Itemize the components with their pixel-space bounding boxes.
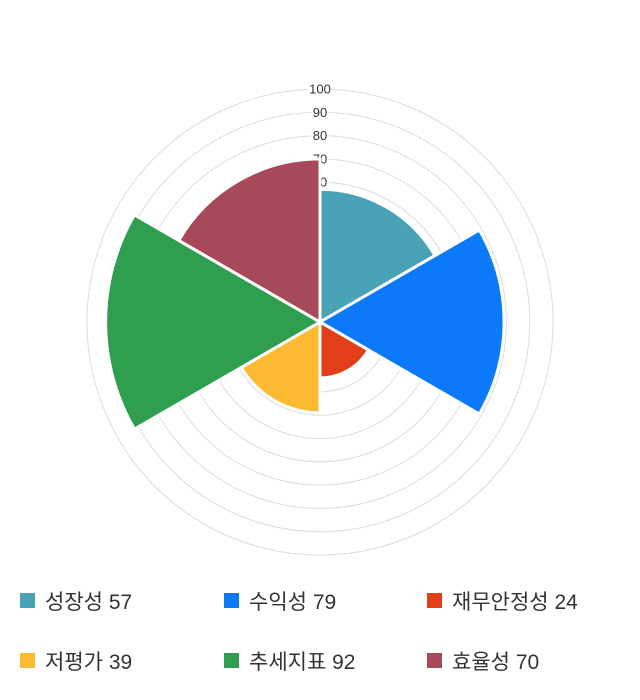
chart-legend: 성장성 57 수익성 79 재무안정성 24 저평가 39 추세지표 92 (0, 572, 640, 692)
sector-성장성[interactable] (318, 187, 437, 324)
legend-label-efficiency: 효율성 70 (452, 650, 540, 674)
legend-row-1: 성장성 57 수익성 79 재무안정성 24 (0, 572, 640, 632)
legend-swatch-financial-stability (427, 592, 442, 608)
legend-swatch-growth (20, 592, 35, 608)
legend-item-growth[interactable]: 성장성 57 (20, 572, 132, 632)
grid-ring-100 (86, 88, 554, 556)
legend-label-growth: 성장성 57 (45, 590, 133, 614)
legend-item-trend-indicator[interactable]: 추세지표 92 (224, 632, 355, 692)
radial-tick-label-90: 90 (313, 105, 327, 120)
legend-swatch-profitability (224, 592, 239, 608)
legend-item-efficiency[interactable]: 효율성 70 (427, 632, 539, 692)
legend-item-undervaluation[interactable]: 저평가 39 (20, 632, 132, 692)
sector-효율성[interactable] (177, 157, 322, 324)
legend-label-undervaluation: 저평가 39 (45, 650, 133, 674)
sector-추세지표[interactable] (104, 213, 322, 431)
sector-수익성[interactable] (318, 228, 506, 416)
legend-swatch-efficiency (427, 652, 442, 668)
sector-재무안정성[interactable] (318, 320, 370, 380)
legend-label-financial-stability: 재무안정성 24 (452, 590, 578, 614)
legend-swatch-trend-indicator (224, 652, 239, 668)
legend-item-profitability[interactable]: 수익성 79 (224, 572, 336, 632)
radial-tick-label-100: 100 (309, 82, 331, 97)
polar-rose-chart: 60708090100 (86, 80, 554, 556)
radial-tick-label-80: 80 (313, 128, 327, 143)
sector-저평가[interactable] (239, 320, 322, 415)
legend-item-financial-stability[interactable]: 재무안정성 24 (427, 572, 578, 632)
legend-row-2: 저평가 39 추세지표 92 효율성 70 (0, 632, 640, 692)
legend-label-trend-indicator: 추세지표 92 (249, 650, 356, 674)
legend-label-profitability: 수익성 79 (249, 590, 337, 614)
legend-swatch-undervaluation (20, 652, 35, 668)
